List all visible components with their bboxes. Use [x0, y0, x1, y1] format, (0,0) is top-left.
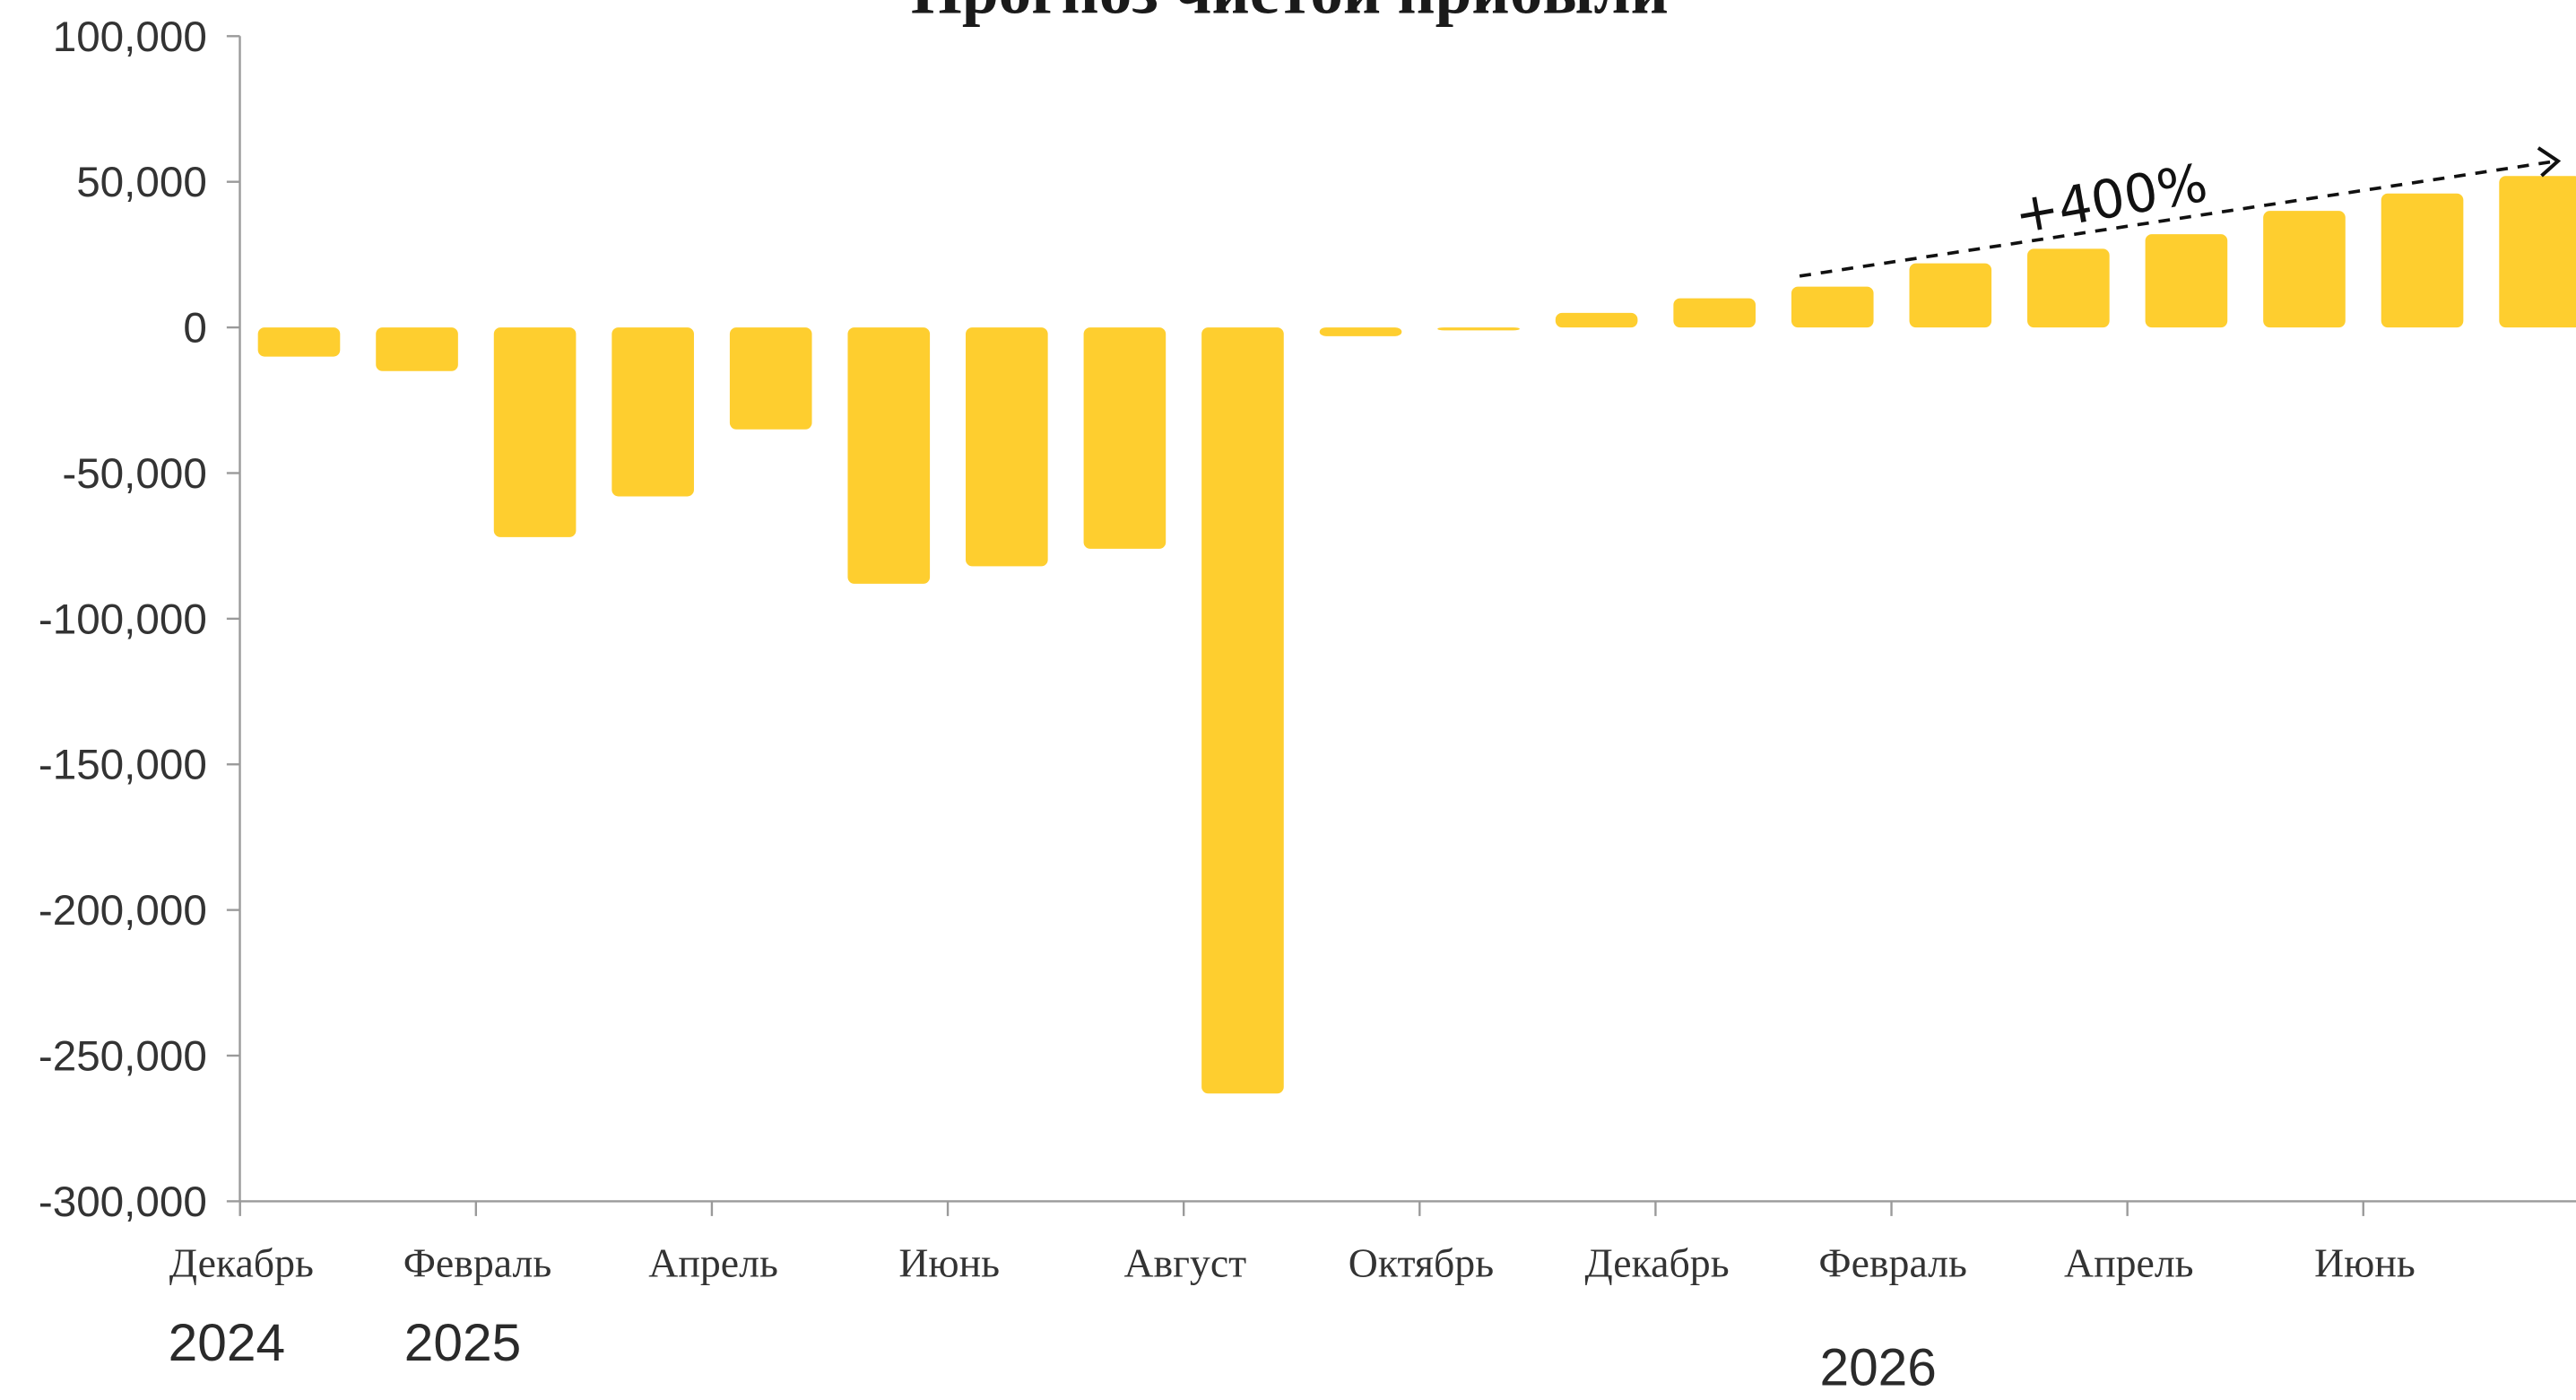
- y-tick-label: -100,000: [39, 596, 207, 643]
- x-tick-label: Апрель: [2064, 1240, 2194, 1286]
- bars-group: [257, 176, 2576, 1094]
- growth-annotation-label: +400%: [2010, 152, 2212, 247]
- y-tick-label: 0: [183, 305, 207, 352]
- bar-14: [1909, 263, 1992, 328]
- bar-9: [1319, 327, 1402, 336]
- bar-7: [1083, 327, 1167, 549]
- bar-17: [2263, 211, 2346, 328]
- bar-3: [611, 327, 694, 497]
- y-tick-label: -200,000: [39, 887, 207, 935]
- bar-10: [1437, 327, 1520, 331]
- bar-2: [493, 327, 577, 537]
- bar-15: [2027, 248, 2110, 328]
- y-tick-label: 50,000: [76, 159, 207, 206]
- x-tick-label: Июнь: [898, 1240, 1000, 1286]
- y-tick-label: -300,000: [39, 1178, 207, 1226]
- x-tick-label: Октябрь: [1349, 1240, 1494, 1286]
- y-tick-label: -150,000: [39, 742, 207, 789]
- bar-6: [966, 327, 1048, 567]
- bar-13: [1791, 286, 1874, 328]
- bar-12: [1673, 298, 1756, 328]
- bar-8: [1201, 327, 1284, 1094]
- y-tick-label: 100,000: [53, 13, 207, 61]
- year-label: 2026: [1819, 1339, 1936, 1392]
- y-tick-label: -250,000: [39, 1033, 207, 1081]
- bar-11: [1555, 312, 1638, 328]
- bar-18: [2381, 193, 2464, 328]
- x-tick-label: Февраль: [1818, 1240, 1967, 1286]
- x-tick-label: Апрель: [648, 1240, 778, 1286]
- x-tick-label: Август: [1123, 1240, 1246, 1286]
- x-tick-label: Февраль: [403, 1240, 552, 1286]
- bar-4: [729, 327, 812, 430]
- x-tick-label: Декабрь: [169, 1240, 314, 1286]
- chart-title: Прогноз чистой прибыли: [911, 0, 1669, 28]
- x-tick-label: Июнь: [2314, 1240, 2416, 1286]
- bar-19: [2499, 176, 2576, 328]
- year-label: 2024: [169, 1314, 285, 1372]
- y-tick-label: -50,000: [62, 450, 207, 498]
- axes-group: [226, 35, 2576, 1216]
- year-label: 2025: [404, 1314, 521, 1372]
- x-tick-label: Декабрь: [1585, 1240, 1730, 1286]
- bar-0: [257, 327, 341, 357]
- arrow-head-icon: [2537, 146, 2562, 178]
- bar-5: [847, 327, 931, 584]
- labels-group: 100,000 50,000 0 -50,000 -100,000 -150,000 -20…: [39, 13, 2416, 1397]
- bar-16: [2145, 234, 2228, 328]
- bar-1: [376, 327, 458, 371]
